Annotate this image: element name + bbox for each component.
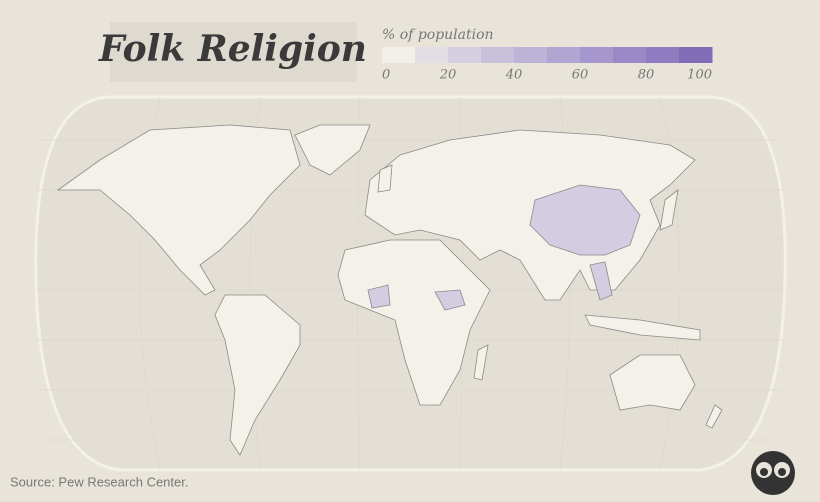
source: Source: Pew Research Center. <box>10 474 188 489</box>
logo <box>751 451 795 495</box>
uk <box>377 164 393 193</box>
legend-swatch <box>679 47 713 63</box>
china <box>529 184 641 256</box>
legend-tick-label: 0 <box>382 68 390 83</box>
africa <box>337 239 491 406</box>
legend-swatch <box>547 47 581 63</box>
legend-swatch <box>646 47 680 63</box>
legend-swatch <box>382 47 416 63</box>
legend-swatch <box>448 47 482 63</box>
legend-tick-label: 20 <box>439 68 457 83</box>
legend-swatch <box>415 47 449 63</box>
indonesia <box>584 314 701 341</box>
legend-title: % of population <box>382 27 494 43</box>
legend-tick-label: 40 <box>505 68 523 83</box>
legend-tick-label: 100 <box>687 68 712 83</box>
greenland <box>294 124 371 176</box>
legend: 0 20 40 60 80 100 <box>382 47 713 83</box>
legend-swatch <box>514 47 548 63</box>
title-box <box>110 22 357 82</box>
japan <box>659 189 679 231</box>
north-america <box>56 124 301 296</box>
title: Folk Religion <box>98 28 367 70</box>
world-map <box>56 124 723 456</box>
west-africa <box>367 284 391 309</box>
eurasia <box>364 129 696 301</box>
south-sudan <box>434 289 466 311</box>
new-zealand <box>705 404 723 429</box>
legend-tick-label: 60 <box>572 68 589 83</box>
madagascar <box>473 344 489 381</box>
legend-swatch <box>580 47 614 63</box>
legend-swatch <box>613 47 647 63</box>
south-america <box>214 294 301 456</box>
indochina <box>589 261 613 301</box>
legend-tick-label: 80 <box>638 68 655 83</box>
legend-swatch <box>481 47 515 63</box>
australia <box>609 354 696 411</box>
